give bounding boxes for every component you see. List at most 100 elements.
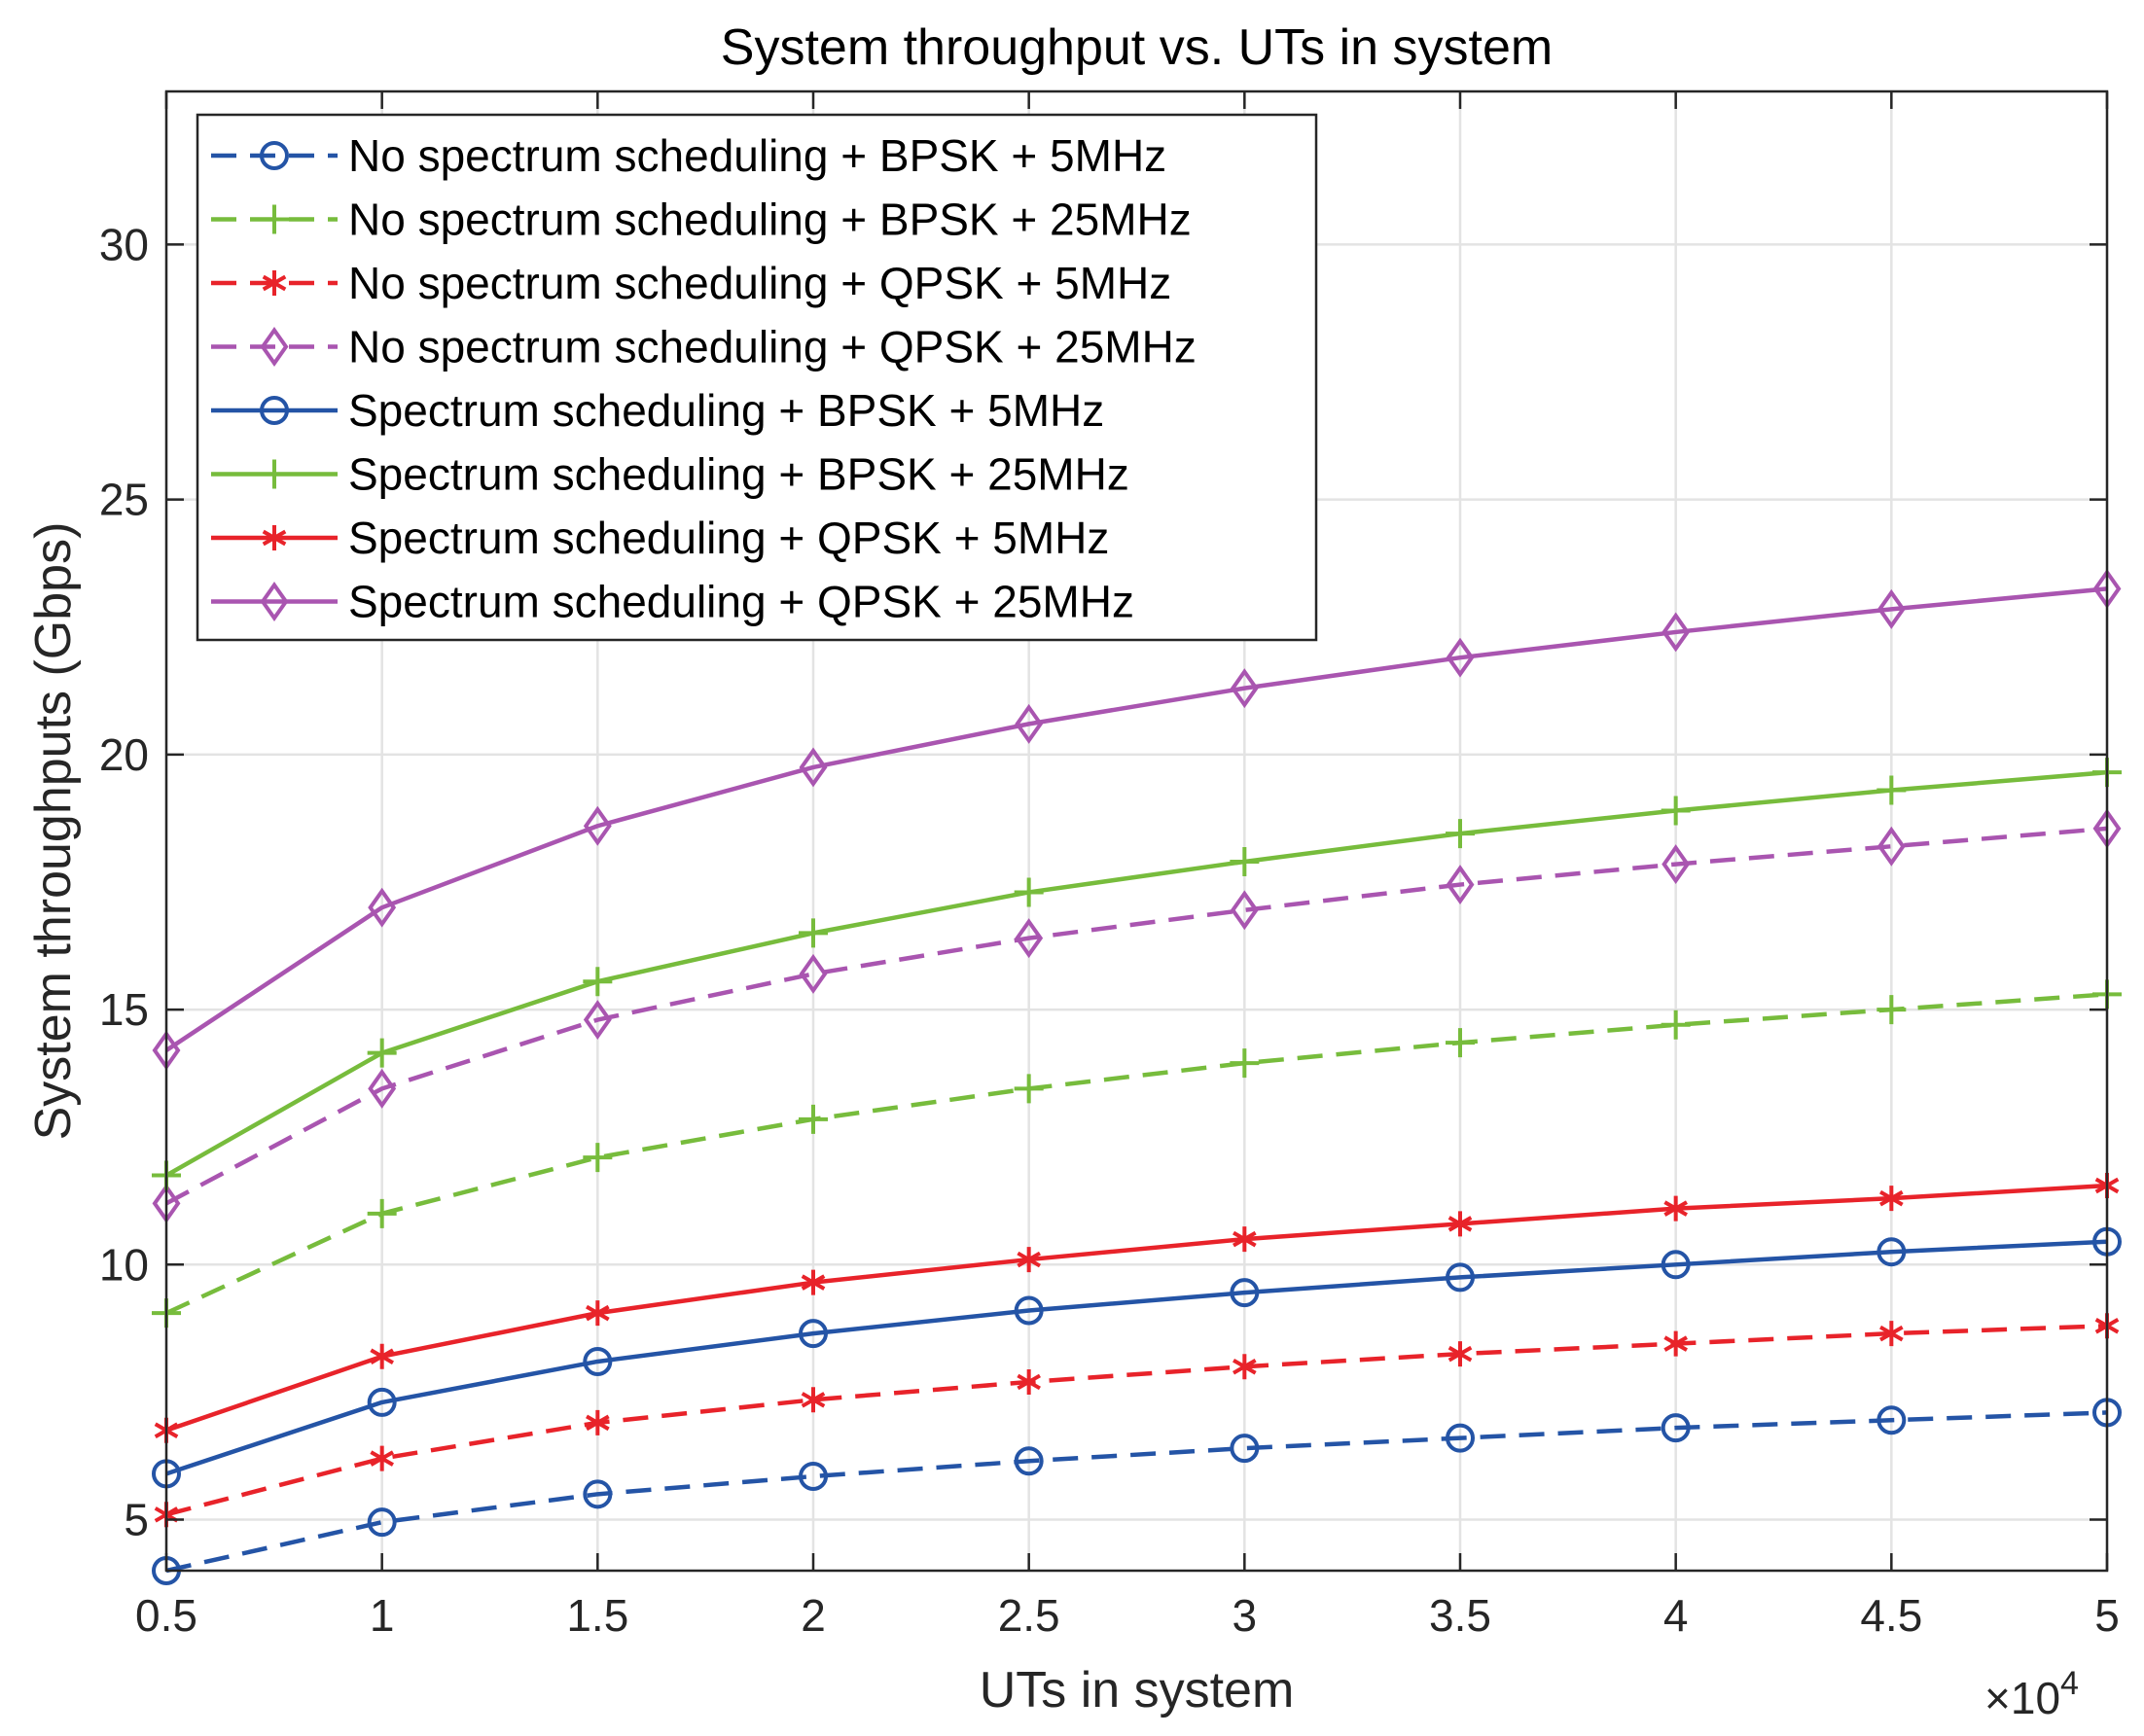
data-point xyxy=(1663,1195,1688,1222)
data-point xyxy=(1015,703,1044,744)
data-point xyxy=(1014,1295,1044,1326)
legend-label: No spectrum scheduling + BPSK + 5MHz xyxy=(348,130,1166,181)
chart-title: System throughput vs. UTs in system xyxy=(721,19,1553,76)
legend-marker xyxy=(260,582,289,621)
y-tick-label: 25 xyxy=(99,475,149,525)
data-point xyxy=(1446,819,1475,849)
data-point xyxy=(1447,1341,1473,1367)
legend-item: Spectrum scheduling + QPSK + 5MHz xyxy=(211,513,1109,563)
y-tick-label: 20 xyxy=(99,729,149,780)
legend-marker xyxy=(260,327,289,367)
x-axis-title: UTs in system xyxy=(980,1662,1295,1718)
x-tick-label: 1.5 xyxy=(566,1590,628,1641)
data-point xyxy=(1446,865,1475,905)
x-axis-exponent-base: ×10 xyxy=(1984,1673,2060,1723)
data-point xyxy=(1014,877,1044,907)
data-point xyxy=(1015,918,1044,959)
legend-marker xyxy=(260,396,289,425)
data-point xyxy=(799,747,828,788)
x-tick-label: 0.5 xyxy=(135,1590,197,1641)
data-point xyxy=(1879,1321,1904,1347)
legend-label: Spectrum scheduling + QPSK + 5MHz xyxy=(348,513,1109,563)
legend-label: Spectrum scheduling + BPSK + 5MHz xyxy=(348,385,1104,436)
data-point xyxy=(1230,1048,1260,1079)
series-line xyxy=(164,826,2108,1206)
data-point xyxy=(1446,1028,1475,1058)
data-point xyxy=(367,1038,397,1068)
data-point xyxy=(1233,1354,1257,1380)
legend-label: Spectrum scheduling + BPSK + 25MHz xyxy=(348,449,1129,500)
x-tick-label: 5 xyxy=(2094,1590,2120,1641)
series-line xyxy=(164,586,2108,1052)
data-point xyxy=(368,887,397,928)
series-line xyxy=(165,1323,2108,1517)
legend-item: No spectrum scheduling + QPSK + 5MHz xyxy=(211,258,1171,308)
y-tick-label: 30 xyxy=(99,219,149,269)
data-point xyxy=(1876,826,1906,867)
legend-item: Spectrum scheduling + BPSK + 25MHz xyxy=(211,449,1129,500)
legend-label: No spectrum scheduling + BPSK + 25MHz xyxy=(348,195,1192,245)
data-point xyxy=(1446,1262,1475,1293)
data-point xyxy=(1230,1434,1260,1464)
data-point xyxy=(367,1387,397,1417)
series-1 xyxy=(152,1398,2122,1585)
data-point xyxy=(1661,1250,1691,1280)
axes: 0.5 1 1.5 2 2.5 3 3.5 4 4.5 5 5 10 15 20 25 30 xyxy=(99,89,2120,1641)
data-point xyxy=(799,1104,828,1134)
data-point xyxy=(801,1269,826,1295)
data-point xyxy=(368,1068,397,1109)
series-line xyxy=(165,1239,2108,1476)
data-point xyxy=(1661,796,1691,826)
data-point xyxy=(370,1445,394,1471)
data-point xyxy=(1876,588,1906,629)
data-point xyxy=(799,1319,828,1349)
data-point xyxy=(367,1198,397,1228)
legend-marker xyxy=(260,141,289,170)
legend-label: No spectrum scheduling + QPSK + 25MHz xyxy=(348,322,1197,372)
data-point xyxy=(801,1387,826,1413)
data-point xyxy=(1014,1074,1044,1104)
legend-label: Spectrum scheduling + QPSK + 25MHz xyxy=(348,577,1134,627)
data-point xyxy=(1446,637,1475,678)
series-7 xyxy=(154,1173,2120,1443)
x-tick-label: 2.5 xyxy=(998,1590,1060,1641)
data-point xyxy=(1230,890,1259,931)
axes-box xyxy=(164,89,2109,1573)
data-point xyxy=(799,953,828,994)
data-point xyxy=(1876,1237,1907,1267)
data-point xyxy=(1876,1405,1907,1435)
series-4 xyxy=(152,808,2122,1223)
data-point xyxy=(1661,1413,1691,1443)
series-layer xyxy=(152,568,2122,1585)
legend-marker xyxy=(260,459,289,489)
data-point xyxy=(1879,1186,1904,1212)
data-point xyxy=(1661,1010,1691,1040)
series-line xyxy=(165,1410,2108,1574)
data-point xyxy=(799,1461,828,1491)
data-point xyxy=(583,1000,612,1041)
data-point xyxy=(1014,1446,1044,1476)
data-point xyxy=(1876,775,1907,805)
data-point xyxy=(1876,995,1907,1025)
data-point xyxy=(583,1143,613,1173)
data-point xyxy=(586,1409,610,1435)
x-tick-label: 3 xyxy=(1233,1590,1258,1641)
legend-marker xyxy=(260,204,289,234)
legend-label: No spectrum scheduling + QPSK + 5MHz xyxy=(348,258,1171,308)
x-tick-label: 3.5 xyxy=(1429,1590,1491,1641)
data-point xyxy=(1230,1278,1260,1308)
x-axis-exponent: ×104 xyxy=(1984,1665,2079,1723)
data-point xyxy=(1662,612,1691,653)
data-point xyxy=(1017,1247,1041,1273)
x-axis-exponent-power: 4 xyxy=(2060,1665,2079,1702)
legend-item: Spectrum scheduling + BPSK + 5MHz xyxy=(211,385,1104,436)
data-point xyxy=(1233,1226,1257,1253)
legend-marker xyxy=(262,525,287,550)
data-point xyxy=(1447,1211,1473,1237)
legend-item: No spectrum scheduling + BPSK + 25MHz xyxy=(211,195,1192,245)
y-tick-label: 5 xyxy=(124,1495,149,1545)
data-point xyxy=(799,918,828,948)
data-point xyxy=(586,1300,610,1327)
legend-item: Spectrum scheduling + QPSK + 25MHz xyxy=(211,577,1134,627)
